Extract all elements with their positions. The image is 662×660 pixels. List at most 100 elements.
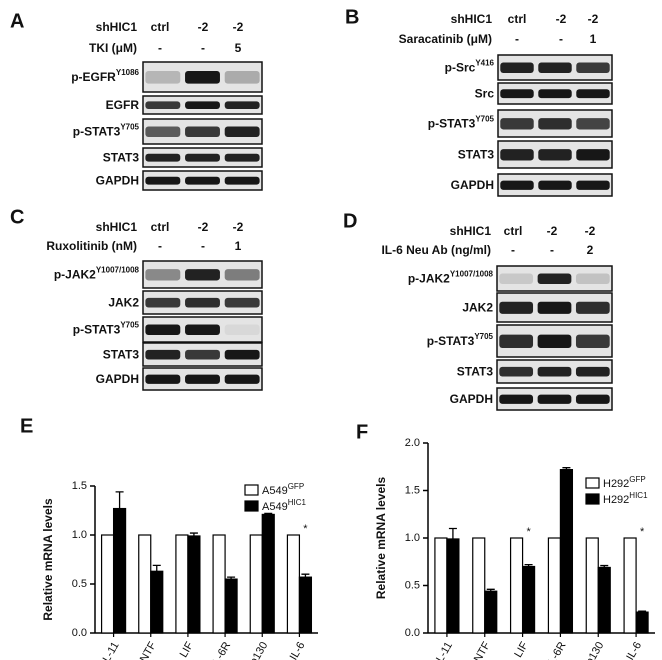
lane-label: - — [515, 32, 519, 46]
error-bar — [264, 512, 273, 515]
blot-band — [537, 394, 572, 404]
blot-band — [145, 269, 181, 281]
legend-label: A549HIC1 — [262, 498, 306, 513]
blot-band — [185, 176, 220, 185]
blot-label-main: STAT3 — [103, 348, 140, 362]
error-bar — [115, 491, 124, 509]
blot-label-sup: Y1007/1008 — [450, 270, 494, 279]
blot-band — [224, 297, 260, 308]
blot-band — [575, 366, 610, 377]
y-axis-label: Relative mRNA levels — [374, 477, 388, 600]
blot-band — [185, 324, 220, 335]
x-tick-label: CNTF — [468, 640, 493, 660]
blot-band — [500, 89, 534, 99]
blot-band — [537, 273, 572, 284]
blot-band — [145, 349, 181, 360]
y-tick-label: 1.0 — [405, 532, 420, 544]
bar — [472, 537, 486, 634]
blot-band — [185, 297, 220, 308]
y-tick-label: 1.5 — [405, 484, 420, 496]
blot-label-main: GAPDH — [96, 174, 139, 188]
condition-name: shHIC1 — [96, 220, 138, 234]
blot-band — [576, 118, 610, 130]
lane-label: ctrl — [508, 12, 527, 26]
blot-band — [538, 89, 572, 99]
blot-label-main: STAT3 — [103, 151, 140, 165]
bar — [446, 538, 460, 634]
blot-band — [224, 374, 260, 384]
blot-label: GAPDH — [450, 392, 493, 406]
blot-band — [145, 297, 181, 308]
blot-label-main: GAPDH — [96, 372, 139, 386]
bar — [286, 534, 301, 634]
bar — [484, 590, 498, 634]
blot-label-sup: Y705 — [120, 321, 139, 330]
blot-label: p-STAT3Y705 — [427, 332, 494, 348]
blot-band — [185, 374, 220, 384]
lane-label: ctrl — [504, 224, 523, 238]
bar — [249, 534, 263, 634]
blot-band — [500, 149, 534, 161]
blot-label: p-JAK2Y1007/1008 — [54, 266, 140, 282]
legend-label-main: H292 — [603, 494, 629, 506]
bar — [509, 537, 524, 634]
x-tick-label: IL-6R — [545, 640, 569, 660]
x-tick-label: LIF — [512, 640, 530, 660]
lane-label: - — [201, 41, 205, 55]
error-bar — [189, 532, 198, 536]
blot-label: STAT3 — [103, 151, 140, 165]
blot-label-main: p-STAT3 — [427, 334, 475, 348]
condition-name: Saracatinib (μM) — [399, 32, 492, 46]
blot-band — [145, 126, 181, 137]
blot-label-main: p-EGFR — [71, 70, 116, 84]
lane-label: - — [201, 239, 205, 253]
blot-label: STAT3 — [457, 365, 494, 379]
legend-label-main: A549 — [262, 501, 288, 513]
blot-band — [500, 62, 534, 73]
legend-label-main: H292 — [603, 478, 629, 490]
blot-band — [224, 176, 260, 185]
bar — [547, 537, 562, 634]
blot-label-main: JAK2 — [108, 296, 139, 310]
condition-name: shHIC1 — [96, 20, 138, 34]
bar — [112, 507, 127, 634]
lane-label: - — [559, 32, 563, 46]
legend-label-sup: GFP — [288, 482, 304, 491]
error-bar — [227, 576, 236, 580]
error-bar — [638, 610, 647, 613]
lane-label: 2 — [587, 243, 594, 257]
blot-band — [575, 394, 610, 404]
blot-label: JAK2 — [108, 296, 139, 310]
legend-swatch — [244, 484, 259, 496]
lane-label: 1 — [235, 239, 242, 253]
blot-label: EGFR — [106, 98, 140, 112]
blot-label: p-EGFRY1086 — [71, 68, 139, 84]
blot-band — [537, 301, 572, 314]
blot-band — [145, 101, 181, 109]
condition-name: Ruxolitinib (nM) — [46, 239, 137, 253]
blot-label-main: STAT3 — [457, 365, 494, 379]
blot-label-main: GAPDH — [450, 392, 493, 406]
lane-label: ctrl — [151, 20, 170, 34]
bar — [521, 565, 536, 634]
blot-label: p-SrcY416 — [445, 59, 495, 75]
blot-label-main: STAT3 — [458, 148, 495, 162]
blot-label: p-JAK2Y1007/1008 — [408, 270, 494, 286]
x-tick-label: IL-6R — [209, 640, 233, 660]
x-tick-label: CNTF — [134, 640, 159, 660]
significance-mark: * — [640, 526, 645, 538]
error-bar — [448, 527, 457, 539]
y-axis-label: Relative mRNA levels — [41, 498, 55, 621]
x-tick-label: IL-6 — [288, 640, 308, 660]
lane-label: - — [158, 239, 162, 253]
lane-label: ctrl — [151, 220, 170, 234]
blot-label: p-STAT3Y705 — [428, 115, 495, 131]
panel-letter: C — [10, 206, 24, 228]
lane-label: - — [550, 243, 554, 257]
blot-band — [576, 149, 610, 161]
y-tick-label: 0.5 — [405, 579, 420, 591]
condition-name: IL-6 Neu Ab (ng/ml) — [381, 243, 491, 257]
blot-band — [500, 118, 534, 130]
panel-letter: D — [343, 210, 357, 232]
error-bar — [600, 564, 609, 568]
